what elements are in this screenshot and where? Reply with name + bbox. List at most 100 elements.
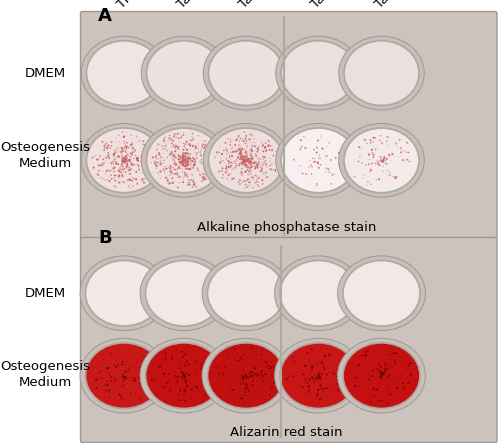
Ellipse shape (250, 165, 253, 168)
Ellipse shape (256, 151, 258, 153)
Ellipse shape (384, 370, 386, 372)
Ellipse shape (370, 183, 372, 185)
Ellipse shape (184, 162, 186, 163)
Ellipse shape (248, 161, 250, 163)
Ellipse shape (122, 131, 123, 132)
Ellipse shape (208, 155, 210, 156)
Ellipse shape (122, 166, 124, 167)
Ellipse shape (130, 183, 132, 184)
Ellipse shape (248, 158, 250, 160)
Ellipse shape (182, 149, 184, 151)
Ellipse shape (376, 368, 378, 370)
FancyBboxPatch shape (80, 12, 497, 239)
Ellipse shape (117, 163, 119, 165)
Ellipse shape (240, 357, 242, 359)
Ellipse shape (300, 139, 302, 141)
Ellipse shape (182, 177, 184, 178)
Ellipse shape (124, 377, 127, 379)
Ellipse shape (182, 160, 184, 163)
Ellipse shape (178, 400, 180, 401)
Ellipse shape (384, 368, 386, 369)
Ellipse shape (185, 163, 187, 165)
Ellipse shape (173, 144, 174, 146)
Ellipse shape (268, 368, 270, 370)
Ellipse shape (142, 36, 227, 110)
Ellipse shape (250, 160, 252, 163)
Ellipse shape (121, 386, 122, 388)
Ellipse shape (206, 148, 208, 150)
Ellipse shape (188, 168, 190, 169)
Ellipse shape (309, 361, 310, 363)
Ellipse shape (189, 184, 191, 186)
Ellipse shape (266, 366, 267, 368)
Ellipse shape (171, 172, 172, 174)
Ellipse shape (396, 144, 397, 145)
Ellipse shape (142, 124, 227, 197)
Ellipse shape (180, 158, 181, 159)
Ellipse shape (248, 166, 250, 168)
Ellipse shape (318, 167, 320, 169)
Ellipse shape (220, 158, 222, 159)
Ellipse shape (240, 151, 242, 153)
Ellipse shape (126, 372, 127, 373)
Ellipse shape (146, 343, 222, 408)
Ellipse shape (262, 146, 264, 148)
Ellipse shape (378, 178, 380, 180)
Ellipse shape (104, 149, 105, 151)
Ellipse shape (264, 142, 266, 144)
Ellipse shape (231, 155, 233, 157)
Ellipse shape (125, 158, 126, 159)
Ellipse shape (398, 139, 400, 141)
Ellipse shape (372, 136, 374, 139)
Ellipse shape (266, 176, 268, 178)
Ellipse shape (201, 162, 202, 164)
Ellipse shape (387, 403, 388, 404)
Ellipse shape (226, 167, 227, 168)
Ellipse shape (394, 178, 396, 179)
Ellipse shape (123, 159, 125, 162)
Ellipse shape (390, 380, 391, 381)
Ellipse shape (128, 147, 130, 148)
Ellipse shape (156, 155, 157, 157)
Ellipse shape (164, 145, 166, 148)
Ellipse shape (140, 160, 142, 162)
Ellipse shape (240, 152, 242, 155)
Ellipse shape (255, 169, 256, 170)
Ellipse shape (250, 162, 251, 163)
Ellipse shape (203, 36, 289, 110)
Ellipse shape (158, 174, 159, 175)
Ellipse shape (149, 172, 150, 173)
Ellipse shape (354, 176, 356, 178)
Ellipse shape (122, 164, 123, 165)
Ellipse shape (208, 160, 210, 162)
Ellipse shape (246, 159, 248, 160)
Ellipse shape (192, 145, 194, 147)
Ellipse shape (182, 162, 184, 164)
Ellipse shape (176, 156, 177, 158)
Ellipse shape (200, 175, 202, 176)
Ellipse shape (122, 399, 123, 400)
Ellipse shape (300, 165, 301, 166)
Ellipse shape (196, 158, 198, 159)
Ellipse shape (276, 151, 277, 152)
Ellipse shape (186, 163, 188, 165)
Ellipse shape (86, 343, 162, 408)
Ellipse shape (106, 367, 108, 369)
Ellipse shape (247, 146, 248, 147)
Ellipse shape (347, 149, 348, 151)
Ellipse shape (178, 159, 180, 161)
Ellipse shape (318, 390, 320, 391)
Ellipse shape (308, 379, 310, 381)
Ellipse shape (228, 163, 230, 165)
Ellipse shape (246, 161, 247, 163)
Ellipse shape (138, 157, 139, 159)
Ellipse shape (237, 156, 239, 158)
Ellipse shape (256, 163, 258, 165)
Ellipse shape (168, 391, 170, 392)
Ellipse shape (372, 152, 374, 154)
Ellipse shape (118, 135, 119, 136)
Ellipse shape (392, 176, 394, 178)
Ellipse shape (105, 143, 106, 144)
Ellipse shape (190, 140, 192, 141)
Ellipse shape (182, 156, 184, 158)
